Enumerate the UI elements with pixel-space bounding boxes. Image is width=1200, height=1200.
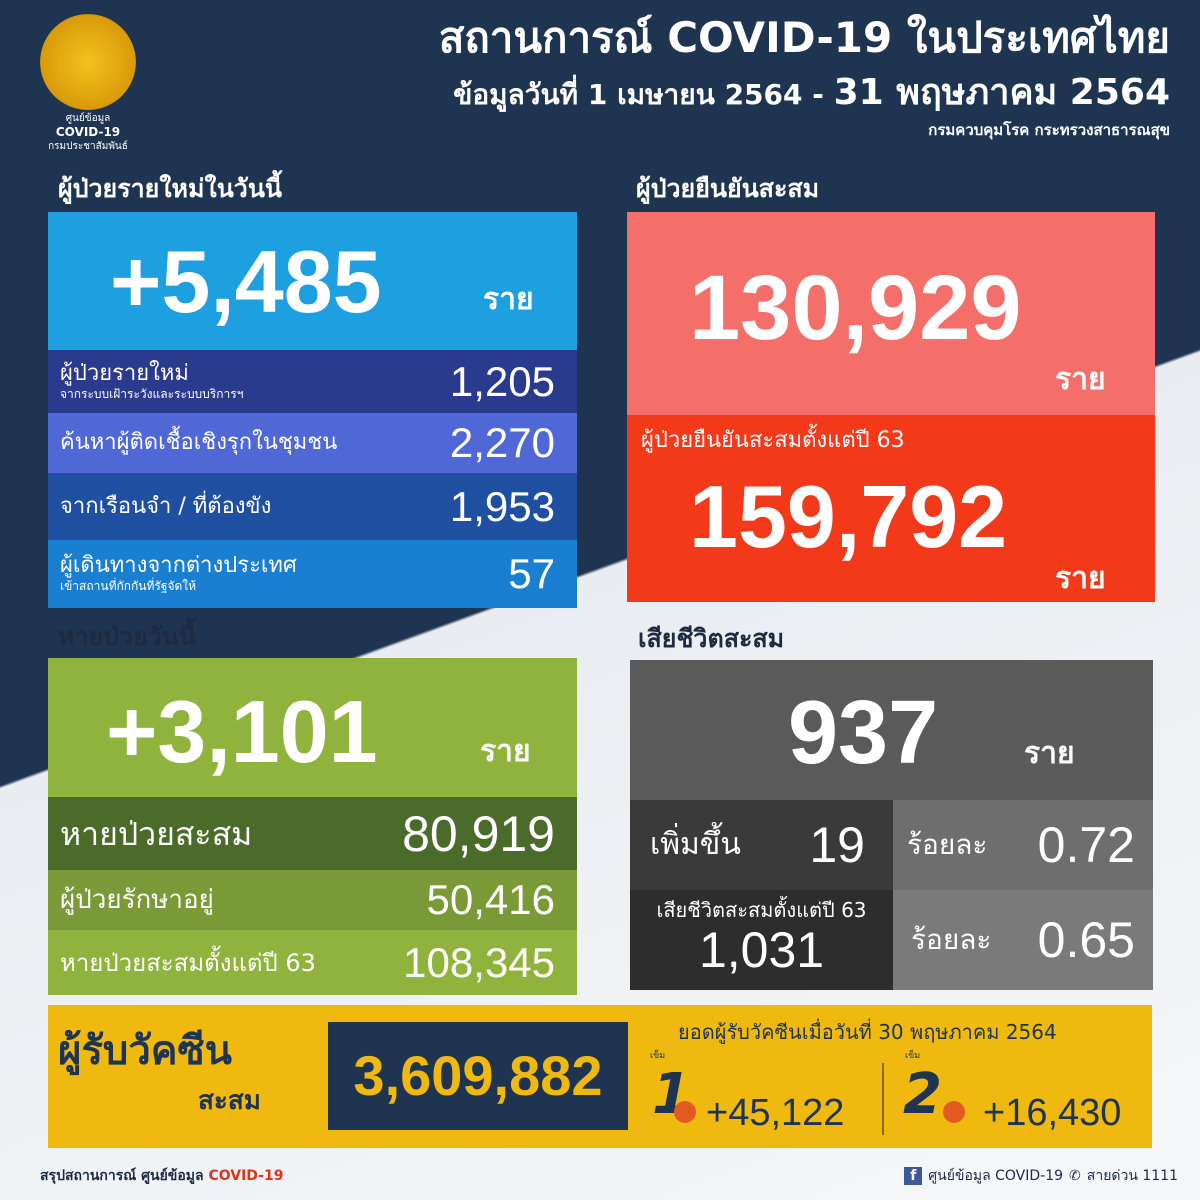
unit: ราย (480, 734, 531, 769)
vaccine-total: 3,609,882 (353, 1044, 603, 1107)
recovered-row: หายป่วยสะสมตั้งแต่ปี 63 108,345 (48, 930, 577, 995)
new-cases-row: ค้นหาผู้ติดเชื้อเชิงรุกในชุมชน 2,270 (48, 413, 577, 473)
deaths-increase: เพิ่มขึ้น 19 (630, 800, 893, 890)
new-cases-total-panel: +5,485 ราย (48, 212, 577, 350)
unit: ราย (1024, 736, 1075, 771)
new-cases-total: +5,485 (110, 232, 382, 331)
vaccine-sublabel: สะสม (198, 1086, 261, 1116)
deaths-since63-total: 1,031 (698, 922, 825, 978)
cumulative-heading: ผู้ป่วยยืนยันสะสม (636, 174, 820, 203)
phone-icon: ✆ (1069, 1168, 1081, 1184)
vaccine-date-label: ยอดผู้รับวัคซีนเมื่อวันที่ 30 พฤษภาคม 25… (678, 1020, 1057, 1044)
cumulative-since63-total: 159,792 (689, 467, 1008, 566)
recovered-heading: หายป่วยวันนี้ (58, 622, 196, 651)
since63-label: เสียชีวิตสะสมตั้งแต่ปี 63 (656, 898, 867, 922)
deaths-total-panel: 937 ราย (630, 660, 1153, 800)
facebook-icon: f (904, 1167, 923, 1185)
source-org: กรมควบคุมโรค กระทรวงสาธารณสุข (928, 121, 1170, 139)
unit: ราย (1055, 561, 1106, 596)
footer-contact: f ศูนย์ข้อมูล COVID-19 ✆ สายด่วน 1111 (904, 1166, 1178, 1186)
vaccine-total-box: 3,609,882 (328, 1022, 628, 1130)
cumulative-panel: 130,929 ราย (627, 212, 1155, 415)
vaccine-label: ผู้รับวัคซีน (58, 1028, 233, 1074)
date-range: ข้อมูลวันที่ 1 เมษายน 2564 - 31 พฤษภาคม … (453, 72, 1170, 113)
new-cases-heading: ผู้ป่วยรายใหม่ในวันนี้ (58, 174, 282, 203)
new-cases-row: จากเรือนจำ / ที่ต้องขัง 1,953 (48, 473, 577, 540)
deaths-total: 937 (788, 683, 939, 783)
footer-credit: สรุปสถานการณ์ ศูนย์ข้อมูล COVID-19 (40, 1168, 284, 1184)
new-cases-row: ผู้เดินทางจากต่างประเทศ เข้าสถานที่กักกัน… (48, 540, 577, 608)
facebook-page[interactable]: ศูนย์ข้อมูล COVID-19 (928, 1168, 1064, 1184)
deaths-pct: ร้อยละ 0.72 (893, 800, 1153, 890)
divider (882, 1063, 884, 1135)
virus-syringe-icon (943, 1101, 965, 1123)
hotline: สายด่วน 1111 (1086, 1168, 1178, 1184)
unit: ราย (483, 282, 534, 317)
dose1-value: +45,122 (706, 1092, 845, 1134)
recovered-total: +3,101 (106, 682, 378, 781)
recovered-row: หายป่วยสะสม 80,919 (48, 797, 577, 870)
recovered-row: ผู้ป่วยรักษาอยู่ 50,416 (48, 870, 577, 930)
dose2-value: +16,430 (983, 1092, 1122, 1134)
dose-number: 2 (903, 1062, 942, 1127)
recovered-total-panel: +3,101 ราย (48, 658, 577, 797)
dose-word: เข็ม (650, 1051, 666, 1061)
dose-word: เข็ม (905, 1051, 921, 1061)
dose2: เข็ม 2 +16,430 (903, 1051, 1143, 1141)
logo-caption: ศูนย์ข้อมูล COVID-19 กรมประชาสัมพันธ์ (48, 113, 128, 152)
cumulative-total: 130,929 (689, 257, 1022, 359)
vaccine-panel: ผู้รับวัคซีน สะสม 3,609,882 ยอดผู้รับวัค… (48, 1005, 1152, 1148)
deaths-since63-pct: ร้อยละ 0.65 (893, 890, 1153, 990)
since63-label: ผู้ป่วยยืนยันสะสมตั้งแต่ปี 63 (641, 428, 905, 453)
new-cases-row: ผู้ป่วยรายใหม่ จากระบบเฝ้าระวังและระบบบริ… (48, 350, 577, 413)
prd-logo (40, 14, 136, 110)
dose1: เข็ม 1 +45,122 (648, 1051, 868, 1141)
virus-syringe-icon (674, 1101, 696, 1123)
deaths-heading: เสียชีวิตสะสม (638, 624, 785, 653)
cumulative-since63-panel: ผู้ป่วยยืนยันสะสมตั้งแต่ปี 63 159,792 รา… (627, 415, 1155, 602)
page-title: สถานการณ์ COVID-19 ในประเทศไทย (438, 13, 1170, 62)
unit: ราย (1055, 362, 1106, 397)
deaths-since63: เสียชีวิตสะสมตั้งแต่ปี 63 1,031 (630, 890, 893, 990)
